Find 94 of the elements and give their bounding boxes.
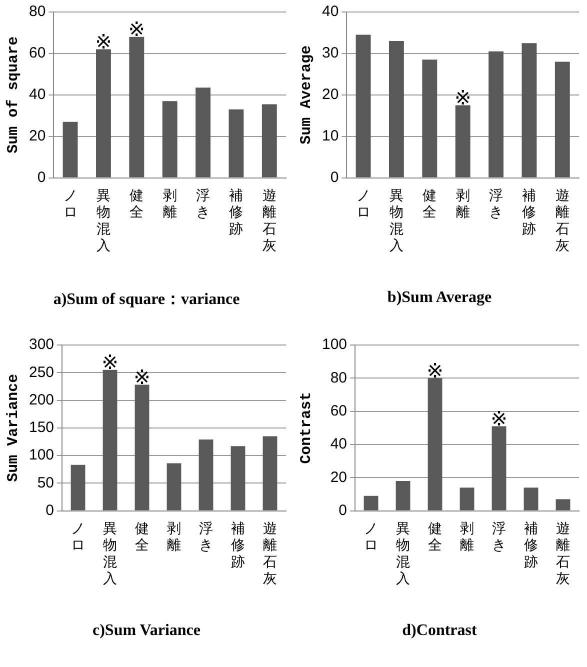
x-tick-label: 異物混入	[396, 520, 410, 588]
y-tick-label: 80	[28, 3, 46, 20]
x-tick-label: ノロ	[364, 520, 378, 554]
text: c)Sum Variance	[92, 622, 202, 640]
bar	[166, 463, 182, 510]
text: b)Sum Average	[386, 289, 493, 307]
y-tick-label: 0	[37, 168, 46, 186]
annotation: ※	[490, 406, 508, 430]
y-tick-label: 150	[28, 419, 54, 436]
bar	[198, 440, 214, 510]
annotation: ※	[426, 358, 444, 382]
bar	[364, 496, 378, 510]
y-tick-label: 40	[330, 436, 348, 453]
y-tick-label: 0	[330, 168, 339, 186]
bar	[396, 480, 410, 510]
annotation: ※	[95, 30, 112, 54]
y-tick-label: 250	[28, 364, 54, 381]
bar	[554, 62, 570, 178]
bar	[422, 60, 438, 178]
x-tick-label: 剥離	[460, 520, 474, 554]
y-tick-label: 30	[322, 44, 339, 62]
bar	[230, 446, 246, 510]
bar	[134, 384, 150, 510]
y-tick-label: 80	[330, 369, 348, 386]
y-axis-title: Sum of square	[4, 36, 22, 154]
y-tick-label: 50	[37, 474, 54, 492]
x-tick-label: 健全	[428, 520, 442, 554]
x-tick-label: 遊離石灰	[556, 520, 570, 588]
bar	[389, 41, 404, 178]
y-tick-label: 300	[28, 336, 54, 354]
x-tick-label: ノロ	[63, 188, 78, 221]
y-tick-label: 20	[322, 86, 339, 104]
bar	[492, 426, 506, 510]
bar	[522, 43, 537, 178]
x-tick-label: 遊離石灰	[262, 188, 276, 254]
x-tick-label: 浮き	[196, 188, 210, 221]
x-tick-label: 補修跡	[524, 520, 538, 570]
bar	[129, 36, 144, 178]
y-tick-label: 20	[330, 468, 348, 486]
y-tick-label: 0	[46, 502, 54, 519]
x-tick-label: 健全	[135, 520, 150, 554]
bar	[196, 88, 210, 178]
y-tick-label: 100	[28, 446, 54, 464]
bar	[455, 105, 470, 178]
x-tick-label: 剥離	[167, 520, 182, 554]
y-tick-label: 60	[330, 402, 348, 420]
y-tick-label: 100	[322, 336, 348, 354]
bar	[460, 488, 474, 510]
annotation: ※	[134, 364, 150, 389]
bar	[162, 101, 178, 178]
text: d)Contrast	[401, 622, 478, 640]
x-tick-label: 異物混入	[103, 520, 118, 588]
annotation: ※	[128, 17, 146, 42]
bar	[62, 122, 78, 178]
bar	[102, 370, 118, 510]
bar	[356, 34, 371, 178]
x-tick-label: 遊離石灰	[555, 188, 570, 254]
bar	[524, 488, 538, 510]
y-tick-label: 20	[28, 127, 46, 144]
y-tick-label: 40	[28, 86, 46, 104]
y-axis-title: Sum Average	[298, 45, 315, 144]
x-tick-label: 補修跡	[522, 188, 536, 238]
y-tick-label: 200	[28, 391, 54, 408]
x-tick-label: 遊離石灰	[263, 520, 277, 588]
annotation: ※	[454, 85, 472, 110]
y-tick-label: 10	[322, 127, 339, 144]
text: a)Sum of square：variance	[52, 290, 241, 310]
bar	[70, 464, 86, 510]
x-tick-label: 浮き	[199, 520, 214, 554]
y-tick-label: 0	[338, 502, 348, 519]
bar	[262, 436, 278, 510]
x-tick-label: 剥離	[162, 188, 177, 221]
bar	[428, 378, 442, 510]
x-tick-label: 健全	[130, 188, 144, 221]
y-tick-label: 60	[28, 44, 46, 62]
x-tick-label: 補修跡	[229, 188, 244, 238]
x-tick-label: 異物混入	[96, 188, 110, 254]
x-tick-label: 異物混入	[389, 188, 404, 254]
x-tick-label: 浮き	[492, 520, 506, 554]
bar	[488, 51, 504, 178]
bar	[262, 104, 277, 178]
y-axis-title: Sum Variance	[4, 374, 22, 482]
bar	[556, 499, 570, 510]
x-tick-label: 浮き	[489, 188, 504, 221]
x-tick-label: 補修跡	[231, 520, 246, 570]
y-axis-title: Contrast	[298, 392, 315, 464]
x-tick-label: 剥離	[456, 188, 470, 221]
y-tick-label: 40	[322, 3, 339, 20]
bar	[96, 49, 111, 178]
annotation: ※	[102, 350, 118, 374]
x-tick-label: ノロ	[71, 520, 86, 554]
x-tick-label: ノロ	[356, 188, 370, 221]
bar	[228, 109, 244, 178]
x-tick-label: 健全	[422, 188, 437, 221]
